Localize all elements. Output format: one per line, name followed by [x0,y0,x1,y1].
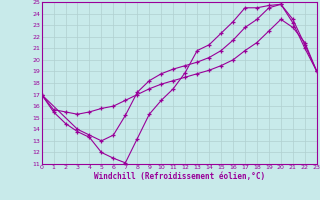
X-axis label: Windchill (Refroidissement éolien,°C): Windchill (Refroidissement éolien,°C) [94,172,265,181]
